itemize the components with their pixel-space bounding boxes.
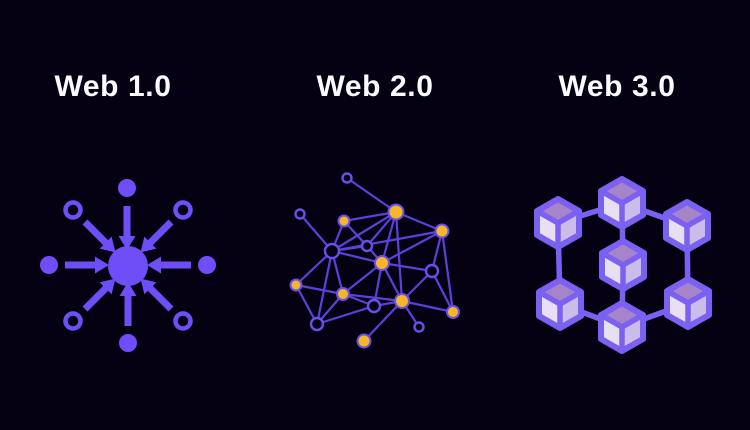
network-edge: [315, 250, 334, 325]
network-edge: [331, 249, 383, 265]
web2-title: Web 2.0: [316, 70, 434, 103]
network-edge: [342, 262, 383, 295]
network-edge: [295, 283, 344, 296]
network-node-hollow: [294, 208, 306, 220]
central-server-node: [108, 246, 148, 286]
network-edge: [381, 230, 443, 264]
web3-title: Web 3.0: [558, 70, 676, 103]
social-network-graph-icon: [289, 172, 460, 349]
network-node-solid: [394, 293, 410, 309]
network-node-hollow: [360, 239, 374, 253]
network-node-solid: [446, 305, 460, 319]
blockchain-cubes-icon: [534, 176, 712, 354]
client-dot: [119, 334, 137, 352]
network-node-solid: [356, 333, 372, 349]
network-edge: [295, 284, 318, 325]
inward-arrow: [140, 278, 174, 312]
block-cube: [663, 199, 711, 253]
client-dot: [118, 179, 136, 197]
centralized-hub-icon: [40, 179, 216, 352]
inward-arrow: [82, 219, 116, 253]
network-edge: [295, 250, 333, 286]
block-cube: [598, 300, 646, 354]
network-node-hollow: [424, 263, 440, 279]
web2-section: Web 2.0: [250, 0, 500, 430]
inward-arrow: [82, 278, 116, 312]
network-node-hollow: [341, 172, 353, 184]
network-node-hollow: [323, 242, 341, 260]
block-cube: [536, 277, 584, 331]
web1-title: Web 1.0: [54, 70, 172, 103]
client-ring: [173, 311, 193, 331]
network-node-hollow: [413, 321, 425, 333]
network-edge: [401, 299, 454, 314]
network-edge: [431, 270, 454, 313]
block-cube: [534, 196, 582, 250]
network-edge: [363, 300, 403, 342]
network-edge: [343, 210, 397, 223]
block-cube: [664, 276, 712, 330]
web1-section: Web 1.0: [0, 0, 250, 430]
network-edge: [381, 261, 433, 273]
network-node-hollow: [366, 298, 382, 314]
network-node-solid: [434, 223, 450, 239]
network-node-solid: [387, 203, 405, 221]
web3-section: Web 3.0: [500, 0, 750, 430]
network-edge: [380, 211, 398, 264]
network-node-hollow: [309, 316, 325, 332]
network-edge: [394, 211, 404, 302]
client-ring: [63, 311, 83, 331]
block-cube: [599, 238, 647, 292]
network-node-solid: [337, 214, 351, 228]
client-dot: [198, 256, 216, 274]
network-edge: [316, 304, 375, 326]
client-ring: [173, 200, 193, 220]
network-edge: [440, 230, 455, 313]
client-dot: [40, 256, 58, 274]
network-edge: [331, 211, 397, 252]
network-node-solid: [289, 278, 303, 292]
network-edge: [346, 177, 397, 213]
inward-arrow: [140, 219, 174, 253]
network-node-solid: [374, 255, 390, 271]
network-node-solid: [336, 287, 350, 301]
block-cube: [598, 176, 646, 230]
client-ring: [63, 200, 83, 220]
network-edge: [342, 292, 403, 303]
